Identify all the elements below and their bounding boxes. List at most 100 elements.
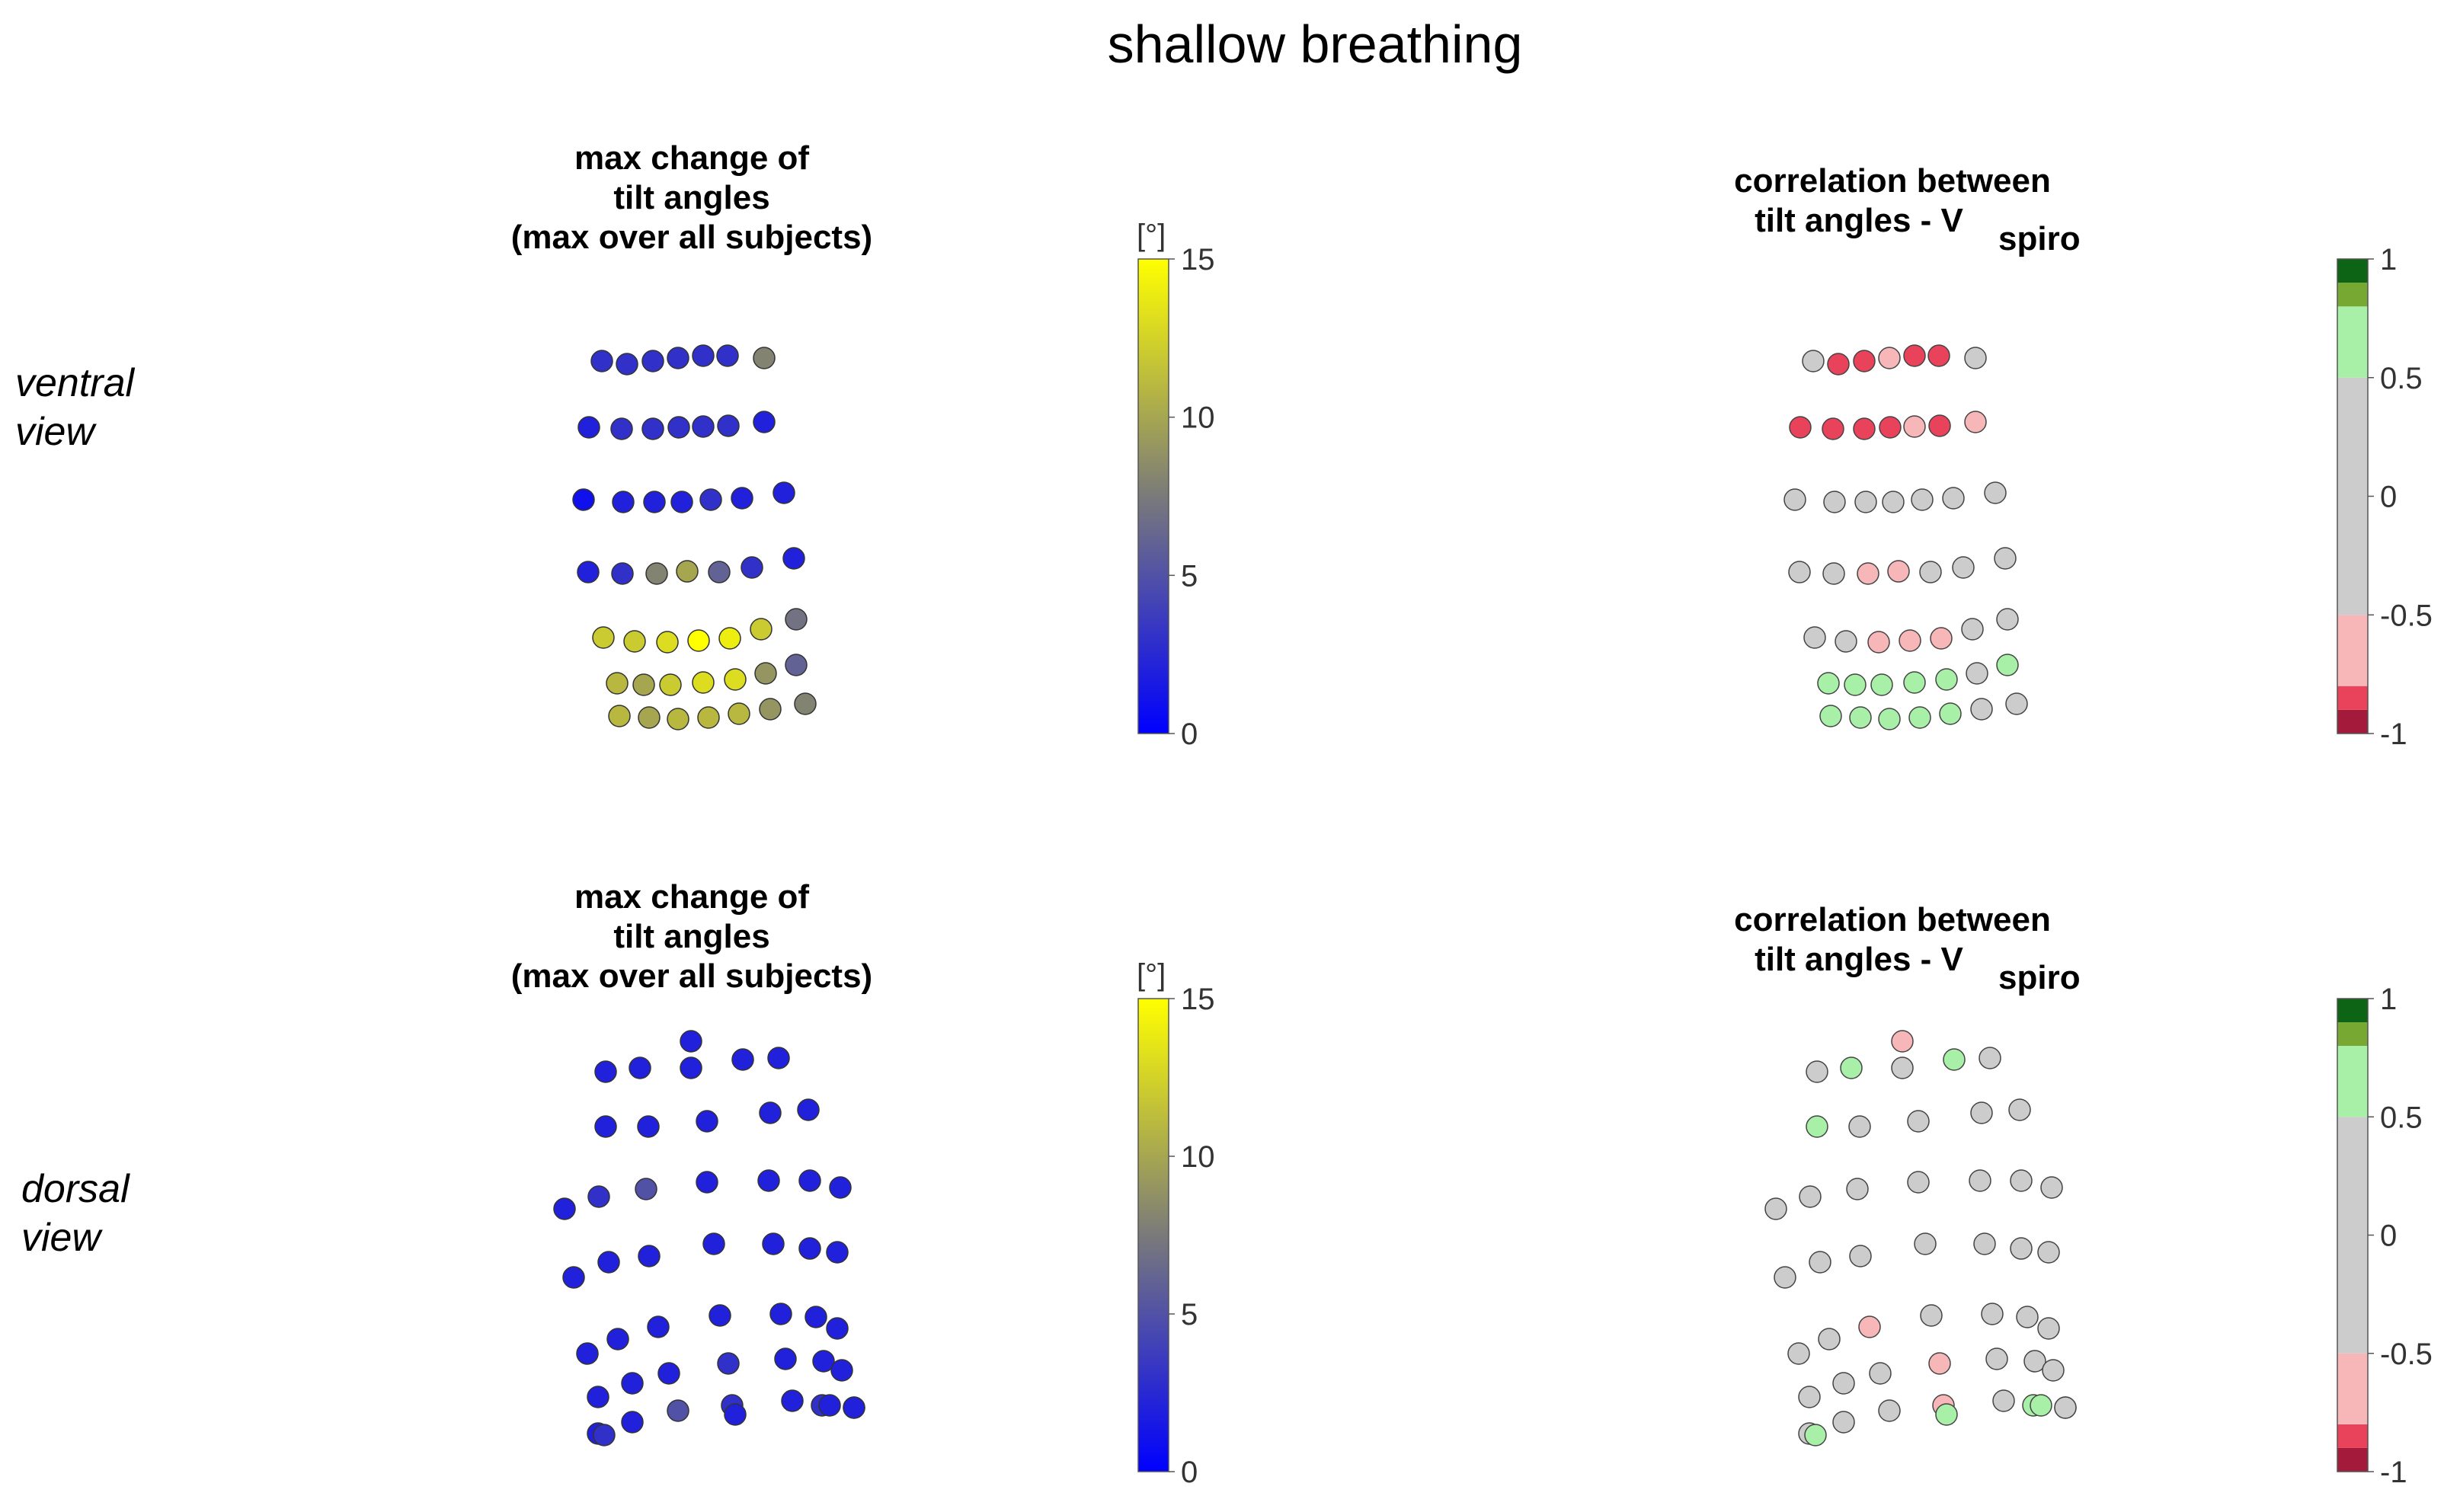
dorsal-max-point bbox=[830, 1359, 853, 1382]
ventral-max-point bbox=[676, 560, 699, 583]
row-label-dorsal-1: dorsal bbox=[21, 1167, 130, 1211]
dorsal-max-point bbox=[606, 1328, 629, 1351]
ventral-max-point bbox=[667, 347, 689, 369]
dorsal-max-point bbox=[774, 1347, 797, 1370]
row-label-ventral-1: ventral bbox=[15, 361, 136, 405]
ventral-corr-point bbox=[1853, 417, 1876, 440]
ventral-corr-point bbox=[1849, 706, 1872, 729]
panel-title-dorsal-corr-2: tilt angles - V bbox=[1755, 941, 1963, 978]
ventral-max-point bbox=[632, 673, 655, 696]
dorsal-corr-point bbox=[1935, 1403, 1958, 1426]
dorsal-max-point bbox=[731, 1048, 754, 1071]
ventral-max-point bbox=[782, 547, 805, 570]
ventral-max-point bbox=[718, 627, 741, 650]
panel-title-dorsal-corr-1: correlation between bbox=[1734, 901, 2051, 938]
ventral-max-colorbar-tick-label: 0 bbox=[1181, 718, 1198, 751]
ventral-corr-colorbar-tick-label: -1 bbox=[2380, 718, 2407, 751]
ventral-max-point bbox=[656, 631, 679, 654]
dorsal-corr-point bbox=[1764, 1197, 1787, 1220]
ventral-corr-point bbox=[1919, 561, 1942, 583]
ventral-max-point bbox=[641, 417, 664, 440]
panel-title-dorsal-max-1: max change of bbox=[574, 878, 809, 916]
ventral-corr-point bbox=[1996, 608, 2019, 631]
dorsal-corr-colorbar-tick-label: 1 bbox=[2380, 983, 2397, 1016]
dorsal-corr-point bbox=[2054, 1396, 2077, 1419]
panel-title-ventral-corr-1: correlation between bbox=[1734, 162, 2051, 200]
ventral-max-point bbox=[785, 654, 808, 676]
row-label-dorsal-2: view bbox=[21, 1216, 103, 1260]
ventral-corr-colorbar-band bbox=[2337, 615, 2368, 686]
dorsal-corr-point bbox=[1869, 1362, 1892, 1385]
dorsal-max-colorbar-tick-label: 15 bbox=[1181, 983, 1215, 1016]
dorsal-max-point bbox=[576, 1342, 599, 1365]
ventral-corr-point bbox=[1857, 562, 1879, 585]
ventral-corr-point bbox=[1928, 414, 1951, 437]
dorsal-max-point bbox=[621, 1411, 644, 1434]
ventral-max-point bbox=[716, 344, 739, 367]
ventral-corr-point bbox=[1903, 415, 1926, 438]
dorsal-corr-point bbox=[1907, 1110, 1930, 1133]
dorsal-max-point bbox=[757, 1169, 780, 1192]
ventral-corr-colorbar-band bbox=[2337, 306, 2368, 378]
dorsal-corr-colorbar-band bbox=[2337, 1046, 2368, 1117]
dorsal-corr-point bbox=[1787, 1342, 1810, 1365]
dorsal-corr-point bbox=[1920, 1304, 1943, 1327]
ventral-corr-point bbox=[1827, 353, 1850, 376]
dorsal-corr-point bbox=[1914, 1232, 1937, 1255]
dorsal-corr-point bbox=[1799, 1185, 1822, 1208]
ventral-corr-point bbox=[1961, 618, 1984, 641]
ventral-max-point bbox=[759, 698, 782, 721]
ventral-corr-point bbox=[1835, 630, 1857, 653]
ventral-max-point bbox=[572, 488, 595, 511]
dorsal-max-point bbox=[767, 1047, 790, 1069]
ventral-max-colorbar-unit: [°] bbox=[1137, 219, 1166, 252]
ventral-corr-point bbox=[1867, 631, 1890, 654]
dorsal-corr-point bbox=[1943, 1048, 1966, 1071]
dorsal-corr-point bbox=[2010, 1237, 2033, 1260]
ventral-corr-point bbox=[1966, 662, 1988, 685]
dorsal-corr-point bbox=[2037, 1241, 2060, 1264]
dorsal-max-point bbox=[597, 1251, 620, 1274]
ventral-max-point bbox=[641, 350, 664, 372]
dorsal-corr-colorbar-tick-label: -1 bbox=[2380, 1456, 2407, 1489]
ventral-max-point bbox=[623, 630, 646, 653]
ventral-corr-point bbox=[2005, 692, 2028, 715]
ventral-corr-colorbar-band bbox=[2337, 686, 2368, 710]
dorsal-max-point bbox=[826, 1317, 849, 1340]
dorsal-corr-point bbox=[1969, 1169, 1991, 1192]
dorsal-max-point bbox=[843, 1396, 865, 1419]
chart-marks-layer: 0 5 10 15 [°] 0 5 10 15 [°] -1 -0.5 0 0.5 1 -1 -0.5 0 0.5 1 bbox=[553, 219, 2433, 1489]
dorsal-max-point bbox=[805, 1306, 827, 1328]
dorsal-max-point bbox=[818, 1394, 841, 1417]
ventral-corr-point bbox=[1942, 487, 1965, 510]
dorsal-max-point bbox=[829, 1176, 852, 1199]
ventral-max-point bbox=[606, 672, 629, 695]
ventral-corr-point bbox=[1984, 481, 2007, 504]
dorsal-max-point bbox=[647, 1315, 670, 1338]
ventral-corr-point bbox=[1789, 416, 1812, 439]
dorsal-corr-point bbox=[1992, 1389, 2015, 1412]
ventral-max-point bbox=[692, 415, 715, 438]
dorsal-max-point bbox=[637, 1115, 660, 1138]
dorsal-corr-point bbox=[1970, 1101, 1993, 1124]
dorsal-max-point bbox=[587, 1185, 610, 1208]
ventral-corr-colorbar-band bbox=[2337, 283, 2368, 307]
ventral-corr-point bbox=[1882, 491, 1905, 513]
ventral-corr-colorbar-band bbox=[2337, 709, 2368, 734]
ventral-max-point bbox=[616, 353, 638, 376]
dorsal-max-point bbox=[667, 1399, 689, 1422]
dorsal-max-colorbar bbox=[1137, 998, 1169, 1472]
dorsal-corr-point bbox=[1973, 1232, 1996, 1255]
dorsal-corr-point bbox=[1858, 1315, 1881, 1338]
ventral-corr-point bbox=[1970, 698, 1993, 721]
dorsal-max-colorbar-tick-label: 5 bbox=[1181, 1298, 1198, 1331]
ventral-max-point bbox=[645, 562, 668, 585]
ventral-corr-point bbox=[1996, 654, 2019, 676]
ventral-max-point bbox=[577, 416, 600, 439]
dorsal-max-point bbox=[680, 1030, 702, 1053]
ventral-max-point bbox=[608, 705, 631, 727]
ventral-corr-point bbox=[1854, 491, 1877, 513]
ventral-corr-point bbox=[1844, 673, 1867, 696]
dorsal-corr-point bbox=[1878, 1399, 1901, 1422]
dorsal-corr-point bbox=[2042, 1359, 2065, 1382]
